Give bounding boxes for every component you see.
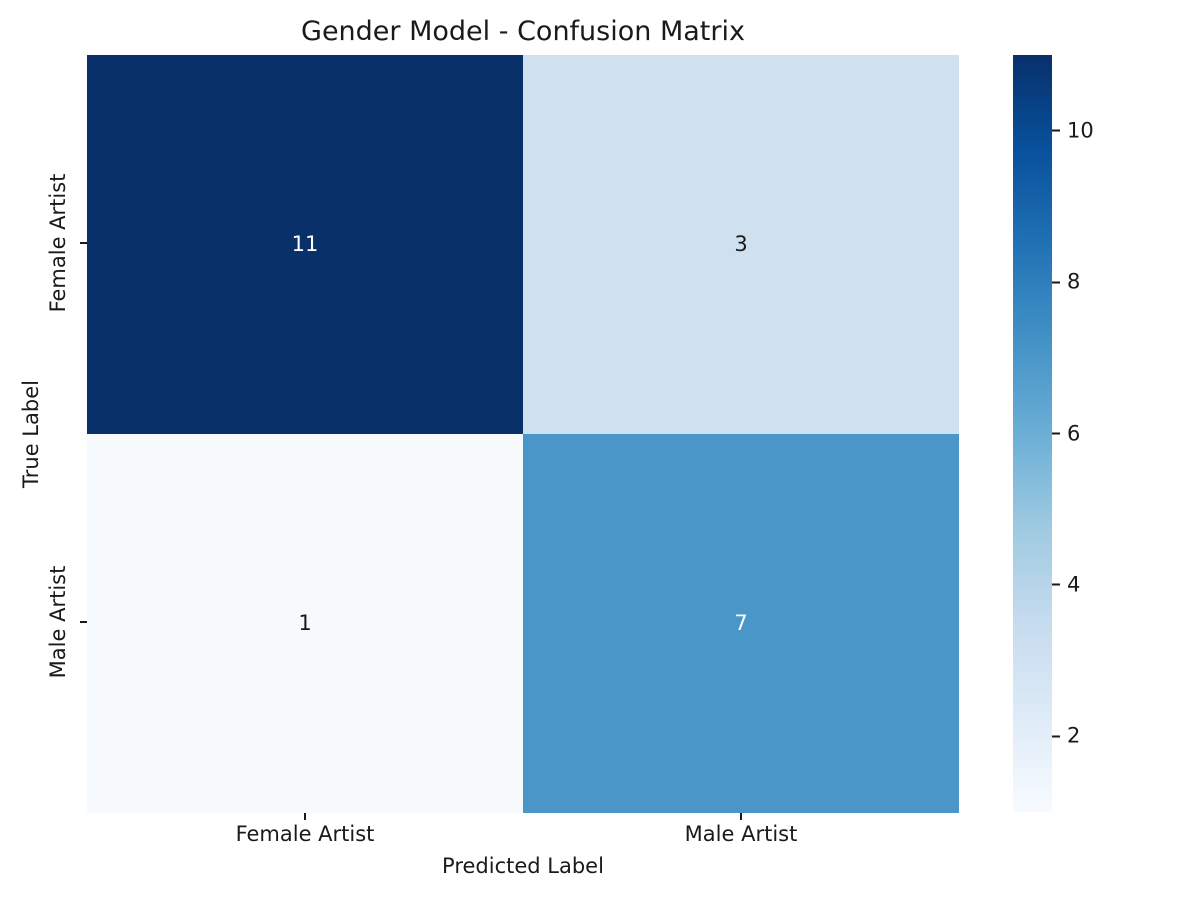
colorbar-tickmark (1052, 432, 1060, 435)
x-tick-label-male-artist: Male Artist (684, 822, 798, 846)
colorbar-gradient (1013, 55, 1052, 812)
colorbar-tickmark (1052, 735, 1060, 738)
y-axis-label: True Label (19, 380, 43, 488)
y-axis-tick-male (80, 621, 87, 623)
heatmap-cell-true-female-pred-male: 3 (523, 55, 959, 434)
colorbar-tick-label: 6 (1067, 421, 1081, 445)
x-axis-tick-male (740, 813, 742, 820)
y-tick-label-female-artist: Female Artist (46, 173, 70, 313)
colorbar-tick: 10 (1052, 120, 1094, 141)
colorbar: 10 8 6 4 2 (1013, 55, 1094, 812)
colorbar-tickmark (1052, 583, 1060, 586)
colorbar-tick: 8 (1052, 269, 1081, 294)
colorbar-tickmark (1052, 281, 1060, 284)
x-axis-label: Predicted Label (442, 854, 604, 878)
colorbar-tick: 6 (1052, 423, 1080, 444)
x-tick-label-female-artist: Female Artist (235, 822, 375, 846)
colorbar-tick-label: 10 (1067, 118, 1094, 143)
heatmap-grid: 11 3 1 7 (87, 55, 959, 813)
colorbar-tick: 2 (1052, 723, 1081, 748)
x-axis-tick-female (304, 813, 306, 820)
colorbar-tick-label: 8 (1067, 269, 1081, 294)
heatmap-cell-true-male-pred-male: 7 (523, 434, 959, 813)
y-axis-tick-female (80, 242, 87, 244)
heatmap-cell-true-female-pred-female: 11 (87, 55, 523, 434)
colorbar-tick-label: 4 (1067, 572, 1081, 597)
colorbar-tick: 4 (1052, 574, 1080, 595)
colorbar-tickmark (1052, 129, 1060, 132)
y-tick-label-male-artist: Male Artist (46, 565, 70, 679)
colorbar-tick-label: 2 (1067, 723, 1081, 748)
chart-title: Gender Model - Confusion Matrix (301, 16, 745, 47)
heatmap-cell-true-male-pred-female: 1 (87, 434, 523, 813)
